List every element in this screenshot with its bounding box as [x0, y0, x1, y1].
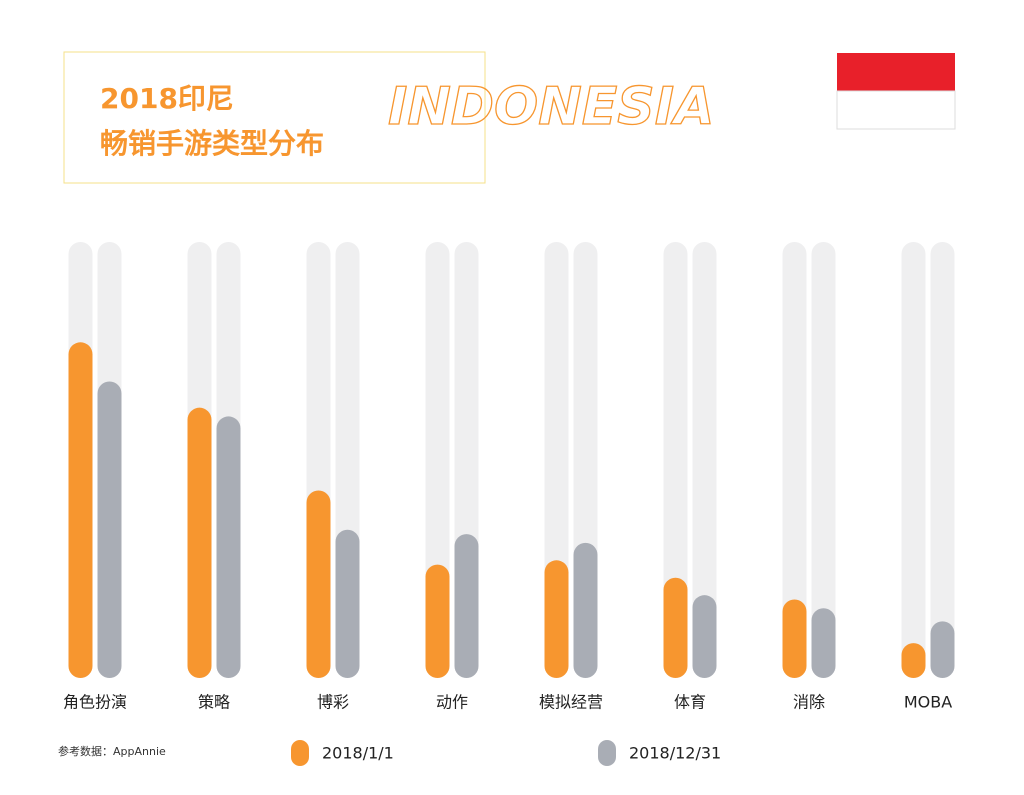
x-tick-label: 角色扮演	[63, 693, 127, 712]
flag-red	[837, 53, 955, 91]
chart-title: 2018印尼	[100, 82, 234, 115]
bar	[901, 643, 926, 678]
legend-marker	[291, 740, 309, 766]
bar	[573, 542, 598, 678]
bar	[335, 529, 360, 678]
bar	[930, 621, 955, 678]
bar-track	[811, 242, 836, 678]
x-tick-label: 动作	[436, 693, 468, 712]
bar	[68, 342, 93, 678]
x-tick-label: 体育	[674, 693, 706, 712]
bar-track	[692, 242, 717, 678]
flag-white	[836, 90, 956, 130]
bar-track	[901, 242, 926, 678]
annotation: INDONESIA	[388, 77, 714, 137]
bar	[306, 490, 331, 678]
bar	[782, 599, 807, 678]
bar	[692, 595, 717, 678]
bar	[187, 407, 212, 678]
x-tick-label: MOBA	[904, 693, 952, 712]
bar-track	[930, 242, 955, 678]
bar	[425, 564, 450, 678]
title-box	[63, 51, 486, 184]
source: 参考数据：AppAnnie	[58, 744, 166, 758]
bar	[216, 416, 241, 678]
legend-label: 2018/12/31	[629, 744, 721, 763]
bar	[454, 534, 479, 678]
x-tick-label: 策略	[198, 693, 230, 712]
legend-label: 2018/1/1	[322, 744, 394, 763]
x-tick-label: 博彩	[317, 693, 349, 712]
bar	[663, 577, 688, 678]
chart-title: 畅销手游类型分布	[100, 127, 324, 160]
bar	[97, 381, 122, 678]
bar-track	[782, 242, 807, 678]
flag	[836, 53, 956, 130]
x-tick-label: 模拟经营	[539, 693, 603, 712]
legend-marker	[598, 740, 616, 766]
bar-track	[663, 242, 688, 678]
bar	[544, 560, 569, 678]
bar	[811, 608, 836, 678]
x-tick-label: 消除	[793, 693, 825, 712]
